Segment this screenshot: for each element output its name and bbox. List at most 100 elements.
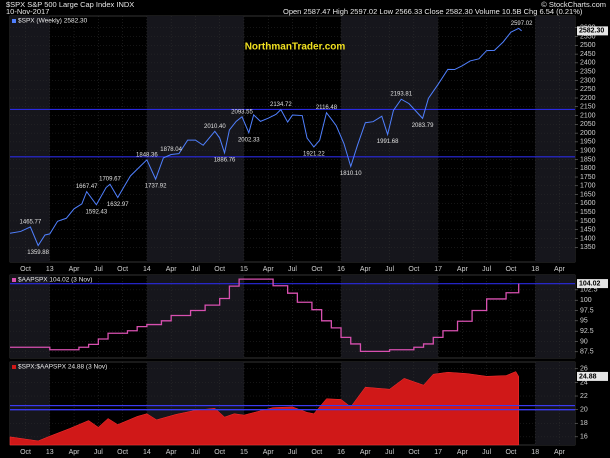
x-tick-label: Oct [311, 449, 322, 456]
x-tick-label: Jul [191, 449, 200, 456]
y-tick-label: 18 [580, 420, 588, 427]
credit: © StockCharts.com [541, 0, 606, 9]
y-tick-label: 2400 [580, 60, 596, 67]
x-tick-label: Apr [457, 266, 469, 273]
x-tick-label: Apr [166, 266, 178, 273]
point-annotation: 2002.33 [238, 137, 260, 143]
x-tick-label: Oct [117, 449, 128, 456]
point-annotation: 1737.92 [145, 184, 167, 190]
symbol-line: $SPX S&P 500 Large Cap Index INDX [6, 0, 134, 9]
y-tick-label: 2550 [580, 33, 596, 40]
x-tick-label: Apr [457, 449, 469, 456]
point-annotation: 1709.67 [99, 177, 121, 183]
point-annotation: 2093.55 [231, 109, 253, 115]
x-tick-label: Oct [214, 449, 225, 456]
point-annotation: 1359.88 [27, 250, 49, 256]
y-tick-label: 1950 [580, 139, 596, 146]
x-tick-label: 13 [46, 449, 54, 456]
x-tick-label: Apr [263, 449, 275, 456]
y-tick-label: 1900 [580, 148, 596, 155]
y-tick-label: 1850 [580, 156, 596, 163]
y-tick-label: 102.5 [580, 287, 598, 294]
x-tick-label: Oct [20, 266, 31, 273]
y-tick-label: 20 [580, 406, 588, 413]
year-shade [535, 16, 575, 262]
last-value-box [577, 26, 608, 36]
x-tick-label: Oct [20, 449, 31, 456]
point-annotation: 1810.10 [340, 171, 362, 177]
x-tick-label: Oct [505, 266, 516, 273]
y-tick-label: 2300 [580, 77, 596, 84]
year-shade [10, 275, 50, 358]
year-shade [10, 362, 50, 445]
x-tick-label: 16 [337, 266, 345, 273]
y-tick-label: 1800 [580, 165, 596, 172]
point-annotation: 2193.81 [390, 92, 412, 98]
y-tick-label: 24 [580, 379, 588, 386]
point-annotation: 1991.68 [377, 139, 399, 145]
y-tick-label: 1500 [580, 218, 596, 225]
x-tick-label: Apr [554, 266, 566, 273]
x-tick-label: 15 [240, 266, 248, 273]
x-tick-label: Jul [482, 266, 491, 273]
x-tick-label: Jul [191, 266, 200, 273]
point-annotation: 1592.43 [86, 209, 108, 215]
panel-legend: $SPX (Weekly) 2582.30 [18, 18, 88, 25]
x-tick-label: 18 [531, 266, 539, 273]
point-annotation: 2597.02 [511, 21, 533, 27]
point-annotation: 2134.72 [270, 102, 292, 108]
x-tick-label: 17 [434, 266, 442, 273]
y-tick-label: 1750 [580, 174, 596, 181]
x-tick-label: Oct [505, 449, 516, 456]
legend-swatch [12, 365, 16, 369]
y-tick-label: 2100 [580, 112, 596, 119]
panel-legend: $SPX:$AAPSPX 24.88 (3 Nov) [18, 364, 107, 371]
x-tick-label: Oct [311, 266, 322, 273]
x-tick-label: Oct [408, 266, 419, 273]
point-annotation: 2116.48 [316, 105, 338, 111]
point-annotation: 1848.36 [136, 152, 158, 158]
x-tick-label: Apr [263, 266, 275, 273]
legend-swatch [12, 19, 16, 23]
panel-legend: $AAPSPX 104.02 (3 Nov) [18, 277, 92, 284]
x-tick-label: Jul [385, 449, 394, 456]
y-tick-label: 16 [580, 434, 588, 441]
y-tick-label: 2350 [580, 69, 596, 76]
x-tick-label: Jul [94, 449, 103, 456]
point-annotation: 1921.22 [303, 152, 325, 158]
y-tick-label: 90 [580, 338, 588, 345]
y-tick-label: 22 [580, 393, 588, 400]
y-tick-label: 95 [580, 318, 588, 325]
y-tick-label: 1350 [580, 244, 596, 251]
y-tick-label: 2200 [580, 95, 596, 102]
x-tick-label: Apr [69, 266, 81, 273]
x-tick-label: Jul [482, 449, 491, 456]
y-tick-label: 97.5 [580, 307, 594, 314]
last-value-label: 2582.30 [579, 28, 604, 35]
x-tick-label: Apr [166, 449, 178, 456]
y-tick-label: 1700 [580, 183, 596, 190]
legend-swatch [12, 278, 16, 282]
x-tick-label: 18 [531, 449, 539, 456]
x-tick-label: Jul [385, 266, 394, 273]
y-tick-label: 1600 [580, 200, 596, 207]
step-line [10, 278, 520, 353]
x-tick-label: 14 [143, 266, 151, 273]
x-tick-label: Jul [94, 266, 103, 273]
x-tick-label: 16 [337, 449, 345, 456]
x-tick-label: Apr [69, 449, 81, 456]
y-tick-label: 1550 [580, 209, 596, 216]
y-tick-label: 100 [580, 297, 592, 304]
x-tick-label: 17 [434, 449, 442, 456]
last-value-label: 24.88 [579, 373, 597, 380]
y-tick-label: 87.5 [580, 349, 594, 356]
x-tick-label: Apr [360, 449, 372, 456]
point-annotation: 1886.76 [214, 158, 236, 164]
point-annotation: 2010.40 [204, 124, 226, 130]
x-tick-label: Apr [360, 266, 372, 273]
last-value-label: 104.02 [579, 280, 601, 287]
y-tick-label: 2500 [580, 42, 596, 49]
y-tick-label: 1650 [580, 191, 596, 198]
y-tick-label: 1450 [580, 227, 596, 234]
